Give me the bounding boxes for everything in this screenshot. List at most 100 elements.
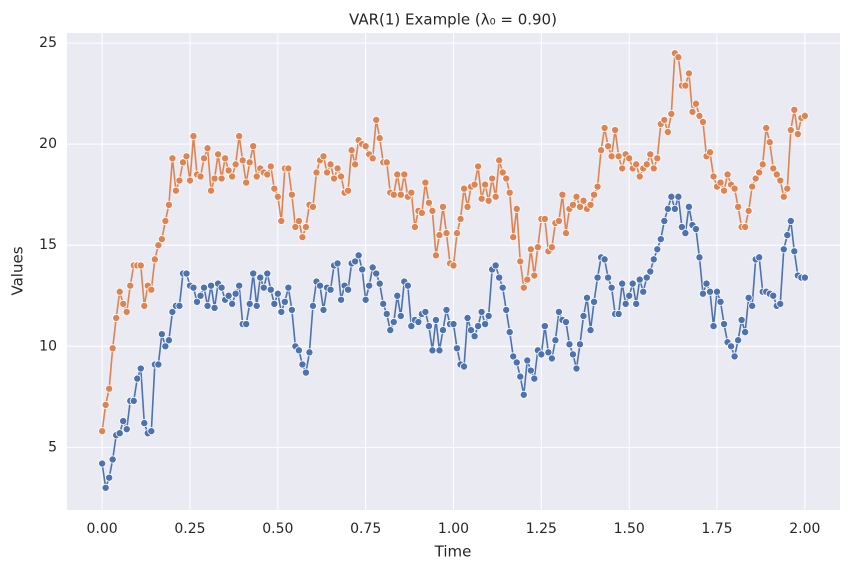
data-point (600, 255, 609, 264)
data-point (266, 162, 275, 171)
data-point (783, 184, 792, 193)
data-point (435, 346, 444, 355)
data-point (593, 273, 602, 282)
data-point (407, 322, 416, 331)
data-point (287, 190, 296, 199)
series (98, 49, 809, 436)
data-point (189, 132, 198, 141)
data-point (252, 172, 261, 181)
data-point (565, 340, 574, 349)
data-point (526, 245, 535, 254)
data-point (105, 473, 114, 482)
data-point (502, 305, 511, 314)
data-point (702, 279, 711, 288)
data-point (280, 297, 289, 306)
data-point (463, 202, 472, 211)
y-tick-label: 15 (39, 237, 57, 253)
data-point (572, 192, 581, 201)
data-point (242, 320, 251, 329)
data-point (298, 360, 307, 369)
data-point (730, 352, 739, 361)
data-point (217, 174, 226, 183)
data-point (344, 186, 353, 195)
data-point (512, 358, 521, 367)
data-point (196, 172, 205, 181)
data-point (231, 289, 240, 298)
data-point (776, 299, 785, 308)
data-point (481, 180, 490, 189)
data-point (189, 283, 198, 292)
data-point (403, 281, 412, 290)
x-tick-label: 0.25 (174, 521, 205, 537)
data-point (653, 245, 662, 254)
data-point (583, 293, 592, 302)
y-tick-label: 5 (48, 439, 57, 455)
data-point (337, 172, 346, 181)
data-point (203, 301, 212, 310)
data-point (185, 176, 194, 185)
data-point (741, 223, 750, 232)
data-point (734, 202, 743, 211)
data-point (505, 188, 514, 197)
data-point (779, 192, 788, 201)
data-point (396, 311, 405, 320)
data-point (157, 330, 166, 339)
data-point (294, 216, 303, 225)
data-point (245, 299, 254, 308)
data-point (301, 368, 310, 377)
data-point (326, 160, 335, 169)
x-axis-label: Time (434, 543, 472, 561)
data-point (660, 216, 669, 225)
data-point (586, 326, 595, 335)
data-point (207, 186, 216, 195)
data-point (354, 251, 363, 260)
data-point (618, 279, 627, 288)
data-point (793, 130, 802, 139)
data-point (428, 206, 437, 215)
chart-title: VAR(1) Example (λ₀ = 0.90) (349, 11, 557, 29)
data-point (263, 170, 272, 179)
data-point (301, 223, 310, 232)
data-point (347, 146, 356, 155)
data-point (460, 184, 469, 193)
data-point (523, 356, 532, 365)
data-point (101, 400, 110, 409)
data-point (537, 350, 546, 359)
data-point (800, 111, 809, 120)
data-point (744, 293, 753, 302)
x-tick-label: 0.00 (87, 521, 118, 537)
data-point (270, 299, 279, 308)
data-point (308, 202, 317, 211)
data-point (674, 192, 683, 201)
data-point (800, 273, 809, 282)
data-point (618, 164, 627, 173)
data-point (684, 69, 693, 78)
data-point (98, 459, 107, 468)
x-tick-label: 1.00 (438, 521, 469, 537)
data-point (611, 126, 620, 135)
data-point (554, 216, 563, 225)
data-point (168, 154, 177, 163)
data-point (129, 396, 138, 405)
data-point (428, 346, 437, 355)
data-point (449, 320, 458, 329)
data-point (368, 263, 377, 272)
data-point (646, 267, 655, 276)
data-point (400, 170, 409, 179)
data-point (361, 142, 370, 151)
data-point (453, 229, 462, 238)
data-point (424, 198, 433, 207)
data-point (178, 158, 187, 167)
data-point (597, 146, 606, 155)
data-point (203, 144, 212, 153)
data-point (319, 305, 328, 314)
data-point (245, 158, 254, 167)
data-point (590, 297, 599, 306)
data-point (586, 200, 595, 209)
data-point (526, 366, 535, 375)
data-point (235, 281, 244, 290)
data-point (108, 455, 117, 464)
data-point (649, 164, 658, 173)
data-point (558, 190, 567, 199)
data-point (168, 307, 177, 316)
